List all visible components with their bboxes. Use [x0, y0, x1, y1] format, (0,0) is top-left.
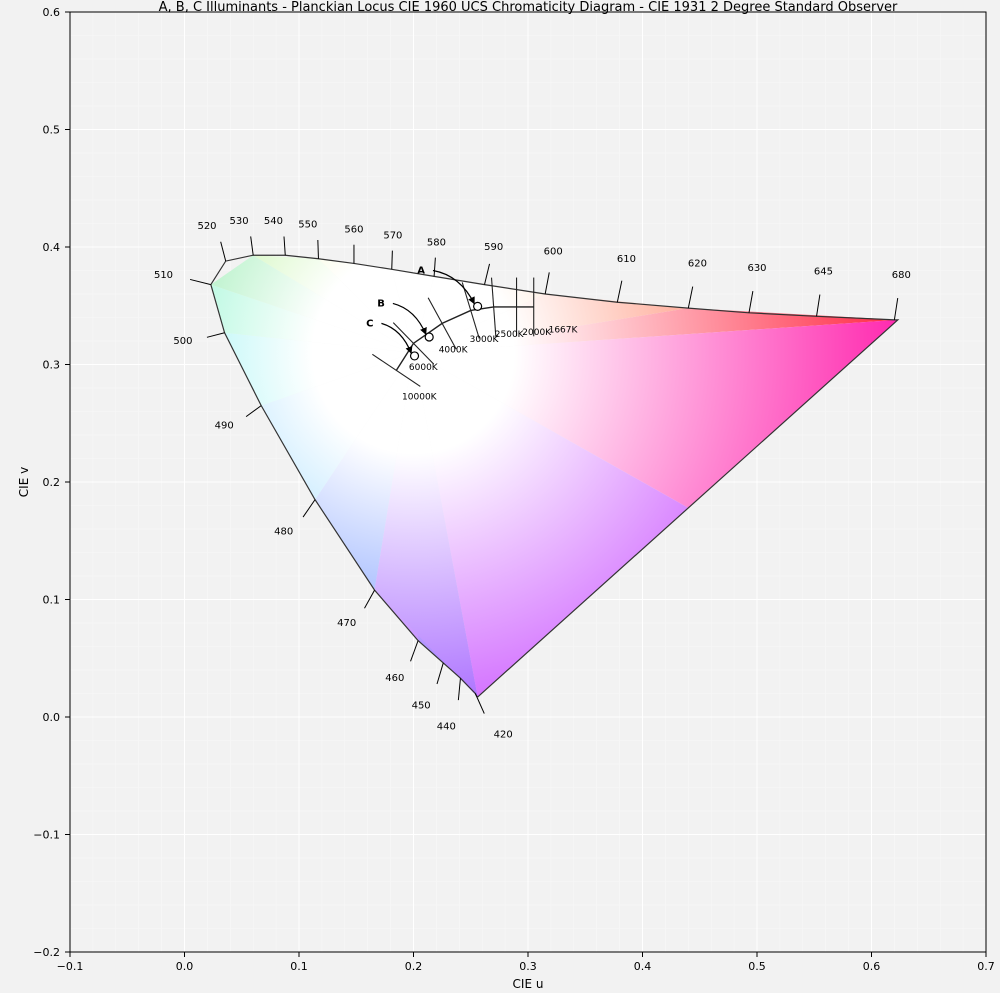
wavelength-label: 610 [617, 254, 636, 265]
wavelength-label: 590 [484, 242, 503, 253]
wavelength-label: 480 [274, 526, 293, 537]
cct-label: 3000K [470, 335, 500, 345]
wavelength-label: 450 [412, 700, 431, 711]
illuminant-label: C [366, 318, 373, 329]
cct-label: 1667K [549, 325, 579, 335]
x-tick-label: 0.2 [405, 960, 423, 973]
y-tick-label: 0.6 [43, 6, 61, 19]
wavelength-label: 620 [688, 258, 707, 269]
wavelength-label: 570 [383, 230, 402, 241]
x-tick-label: 0.4 [634, 960, 652, 973]
y-tick-label: −0.2 [33, 946, 60, 959]
chart-title: A, B, C Illuminants - Planckian Locus CI… [159, 0, 898, 15]
x-tick-label: 0.1 [290, 960, 308, 973]
y-tick-label: −0.1 [33, 829, 60, 842]
y-tick-label: 0.5 [43, 124, 61, 137]
wavelength-label: 580 [427, 237, 446, 248]
wavelength-label: 470 [337, 618, 356, 629]
illuminant-label: A [417, 266, 425, 277]
wavelength-label: 560 [344, 224, 363, 235]
y-tick-label: 0.3 [43, 359, 61, 372]
x-tick-label: 0.6 [863, 960, 881, 973]
wavelength-label: 520 [197, 221, 216, 232]
y-tick-label: 0.2 [43, 476, 61, 489]
page-container: 420 440 450 460 470 480 490 500 510 520 530 540 550 5… [0, 0, 1000, 993]
wavelength-label: 530 [230, 216, 249, 227]
y-tick-label: 0.4 [43, 241, 61, 254]
wavelength-label: 420 [494, 730, 513, 741]
x-tick-label: 0.3 [519, 960, 537, 973]
x-tick-label: 0.7 [977, 960, 995, 973]
illuminant-label: B [377, 298, 385, 309]
y-tick-label: 0.0 [43, 711, 61, 724]
cct-label: 4000K [439, 345, 469, 355]
x-tick-label: 0.0 [176, 960, 194, 973]
cct-label: 10000K [402, 392, 438, 402]
wavelength-label: 460 [385, 673, 404, 684]
wavelength-label: 500 [173, 336, 192, 347]
x-axis-label: CIE u [513, 977, 544, 991]
cct-label: 2500K [495, 330, 525, 340]
x-tick-label: 0.5 [748, 960, 766, 973]
y-tick-label: 0.1 [43, 594, 61, 607]
cct-label: 6000K [409, 363, 439, 373]
wavelength-label: 680 [892, 270, 911, 281]
wavelength-label: 440 [437, 721, 456, 732]
x-tick-label: −0.1 [57, 960, 84, 973]
wavelength-label: 630 [747, 263, 766, 274]
wavelength-label: 550 [298, 220, 317, 231]
wavelength-label: 510 [154, 270, 173, 281]
wavelength-label: 600 [544, 247, 563, 258]
cct-label: 2000K [522, 328, 552, 338]
y-axis-label: CIE v [17, 467, 31, 497]
chromaticity-chart: 420 440 450 460 470 480 490 500 510 520 530 540 550 5… [0, 0, 1000, 993]
wavelength-label: 490 [215, 421, 234, 432]
wavelength-label: 540 [264, 216, 283, 227]
wavelength-label: 645 [814, 267, 833, 278]
